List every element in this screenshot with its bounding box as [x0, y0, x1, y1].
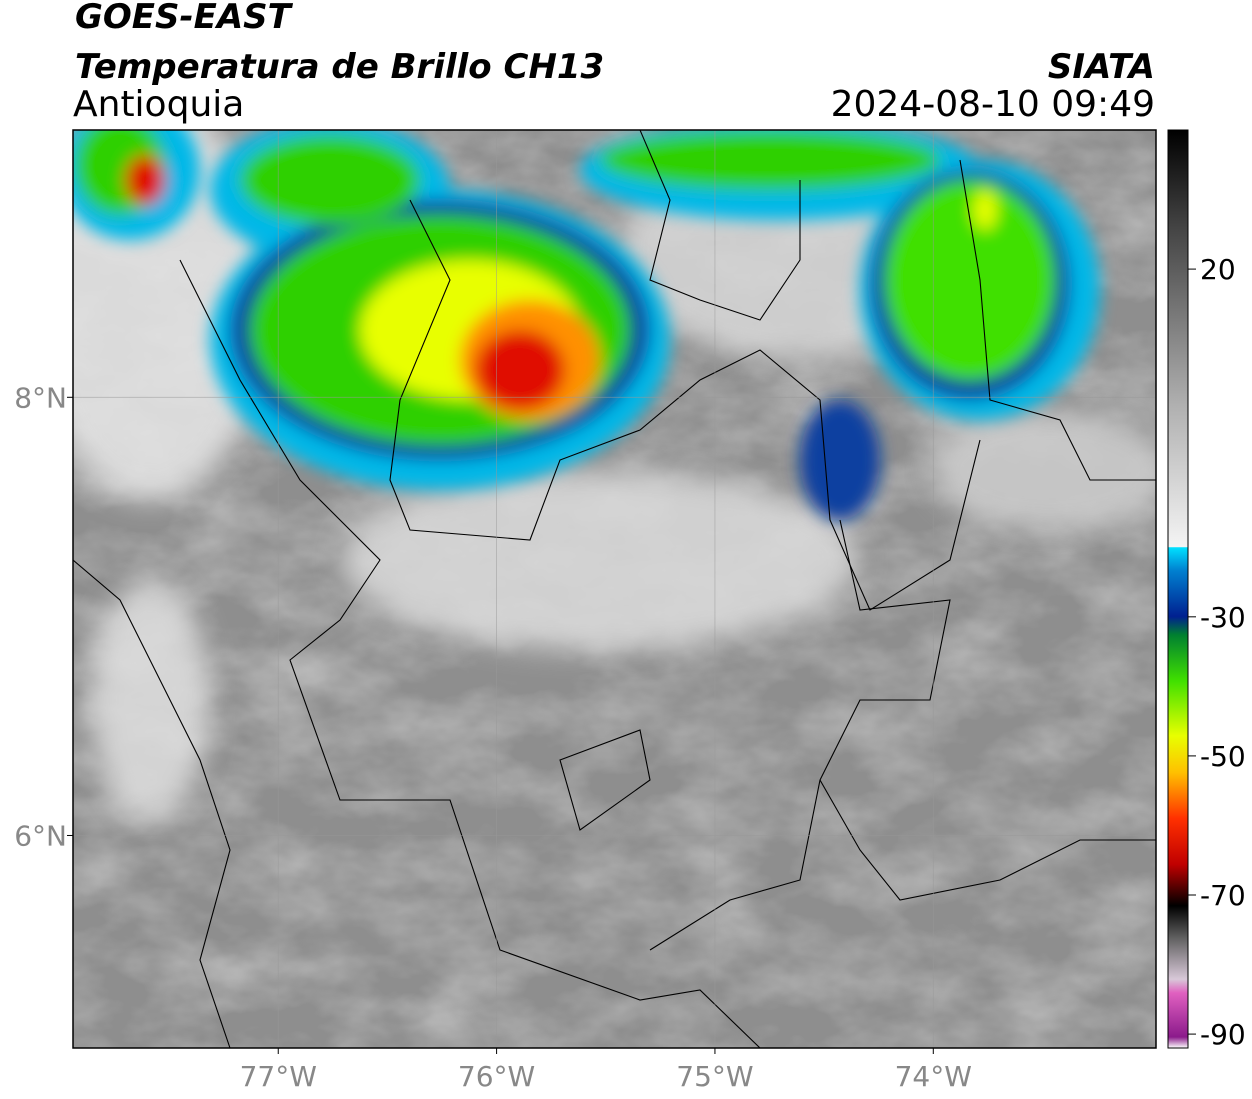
x-tick-label: 76°W: [458, 1060, 535, 1093]
colorbar-tick-label: -30: [1200, 601, 1246, 634]
map-image: [73, 130, 1156, 1048]
y-tick-label: 8°N: [14, 381, 67, 414]
x-tick-label: 74°W: [895, 1060, 972, 1093]
x-tick-label: 75°W: [676, 1060, 753, 1093]
source: SIATA: [1048, 47, 1155, 87]
colorbar-tick-label: -90: [1200, 1018, 1246, 1051]
x-tick-label: 77°W: [240, 1060, 317, 1093]
colorbar-tick-label: -70: [1200, 879, 1246, 912]
map-frame: [72, 129, 1157, 1049]
colorbar-tick-label: 20: [1200, 253, 1236, 286]
subtitle: Temperatura de Brillo CH13: [75, 47, 604, 87]
y-tick-label: 6°N: [14, 819, 67, 852]
colorbar-tick-label: -50: [1200, 740, 1246, 773]
region: Antioquia: [73, 84, 244, 125]
colorbar: [1167, 129, 1189, 1049]
datetime: 2024-08-10 09:49: [831, 84, 1155, 125]
title: GOES-EAST: [75, 0, 294, 37]
